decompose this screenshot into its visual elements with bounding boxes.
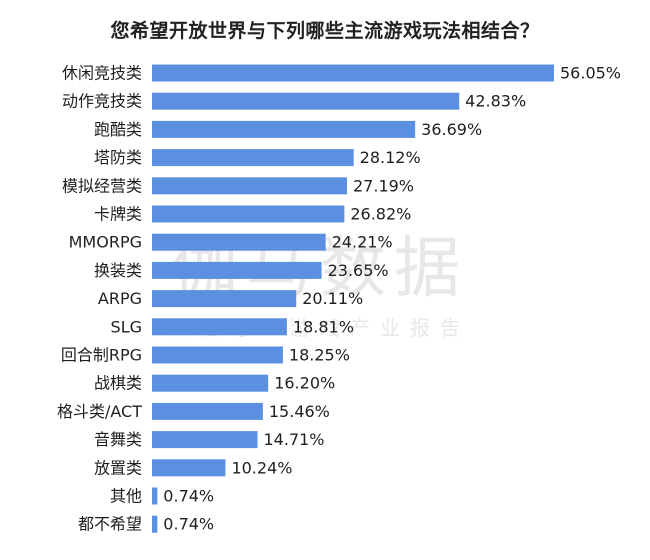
category-label: 动作竞技类 — [62, 92, 142, 111]
value-label: 23.65% — [328, 261, 389, 280]
category-label: 其他 — [110, 487, 142, 506]
category-label: SLG — [111, 317, 142, 336]
bar-4 — [152, 177, 348, 195]
bar-9 — [152, 318, 287, 336]
value-label: 28.12% — [360, 148, 421, 167]
category-label: 塔防类 — [94, 148, 142, 167]
value-labels: 56.05% 42.83% 36.69%28.12% 27.19% 26.82% 24.2… — [163, 64, 621, 534]
category-label: 都不希望 — [78, 515, 142, 534]
value-label: 20.11% — [302, 289, 363, 308]
category-label: 放置类 — [94, 458, 142, 477]
bar-15 — [152, 487, 158, 505]
category-label: ARPG — [98, 289, 142, 308]
value-label: 10.24% — [231, 458, 292, 477]
value-label: 0.74% — [163, 515, 214, 534]
category-label: 模拟经营类 — [62, 176, 142, 195]
bar-0 — [152, 64, 554, 82]
category-label: 音舞类 — [94, 430, 142, 449]
value-label: 16.20% — [274, 374, 335, 393]
value-label: 42.83% — [465, 92, 526, 111]
bar-14 — [152, 459, 226, 477]
bar-8 — [152, 290, 297, 308]
value-label: 15.46% — [269, 402, 330, 421]
bar-6 — [152, 233, 326, 251]
bar-12 — [152, 402, 263, 420]
category-label: 休闲竞技类 — [62, 64, 142, 83]
value-label: 36.69% — [421, 120, 482, 139]
value-label: 56.05% — [560, 64, 621, 83]
bar-11 — [152, 374, 269, 392]
category-label: 跑酷类 — [94, 120, 142, 139]
value-label: 24.21% — [332, 233, 393, 252]
bars-group — [152, 64, 554, 533]
value-label: 27.19% — [353, 176, 414, 195]
value-label: 14.71% — [264, 430, 325, 449]
chart-title: 您希望开放世界与下列哪些主流游戏玩法相结合？ — [110, 20, 540, 42]
category-label: 战棋类 — [94, 374, 142, 393]
bar-2 — [152, 120, 416, 138]
category-label: 格斗类/ACT — [57, 402, 142, 421]
category-label: 卡牌类 — [94, 205, 142, 224]
category-label: 换装类 — [94, 261, 142, 280]
bar-5 — [152, 205, 345, 223]
value-label: 18.81% — [293, 317, 354, 336]
bar-1 — [152, 92, 460, 110]
value-label: 0.74% — [163, 487, 214, 506]
bar-10 — [152, 346, 283, 364]
bar-16 — [152, 515, 158, 533]
value-label: 26.82% — [350, 205, 411, 224]
bar-13 — [152, 431, 258, 449]
bar-7 — [152, 261, 322, 279]
value-label: 18.25% — [289, 346, 350, 365]
category-label: MMORPG — [69, 233, 142, 252]
bar-3 — [152, 149, 354, 167]
category-label: 回合制RPG — [61, 346, 142, 365]
